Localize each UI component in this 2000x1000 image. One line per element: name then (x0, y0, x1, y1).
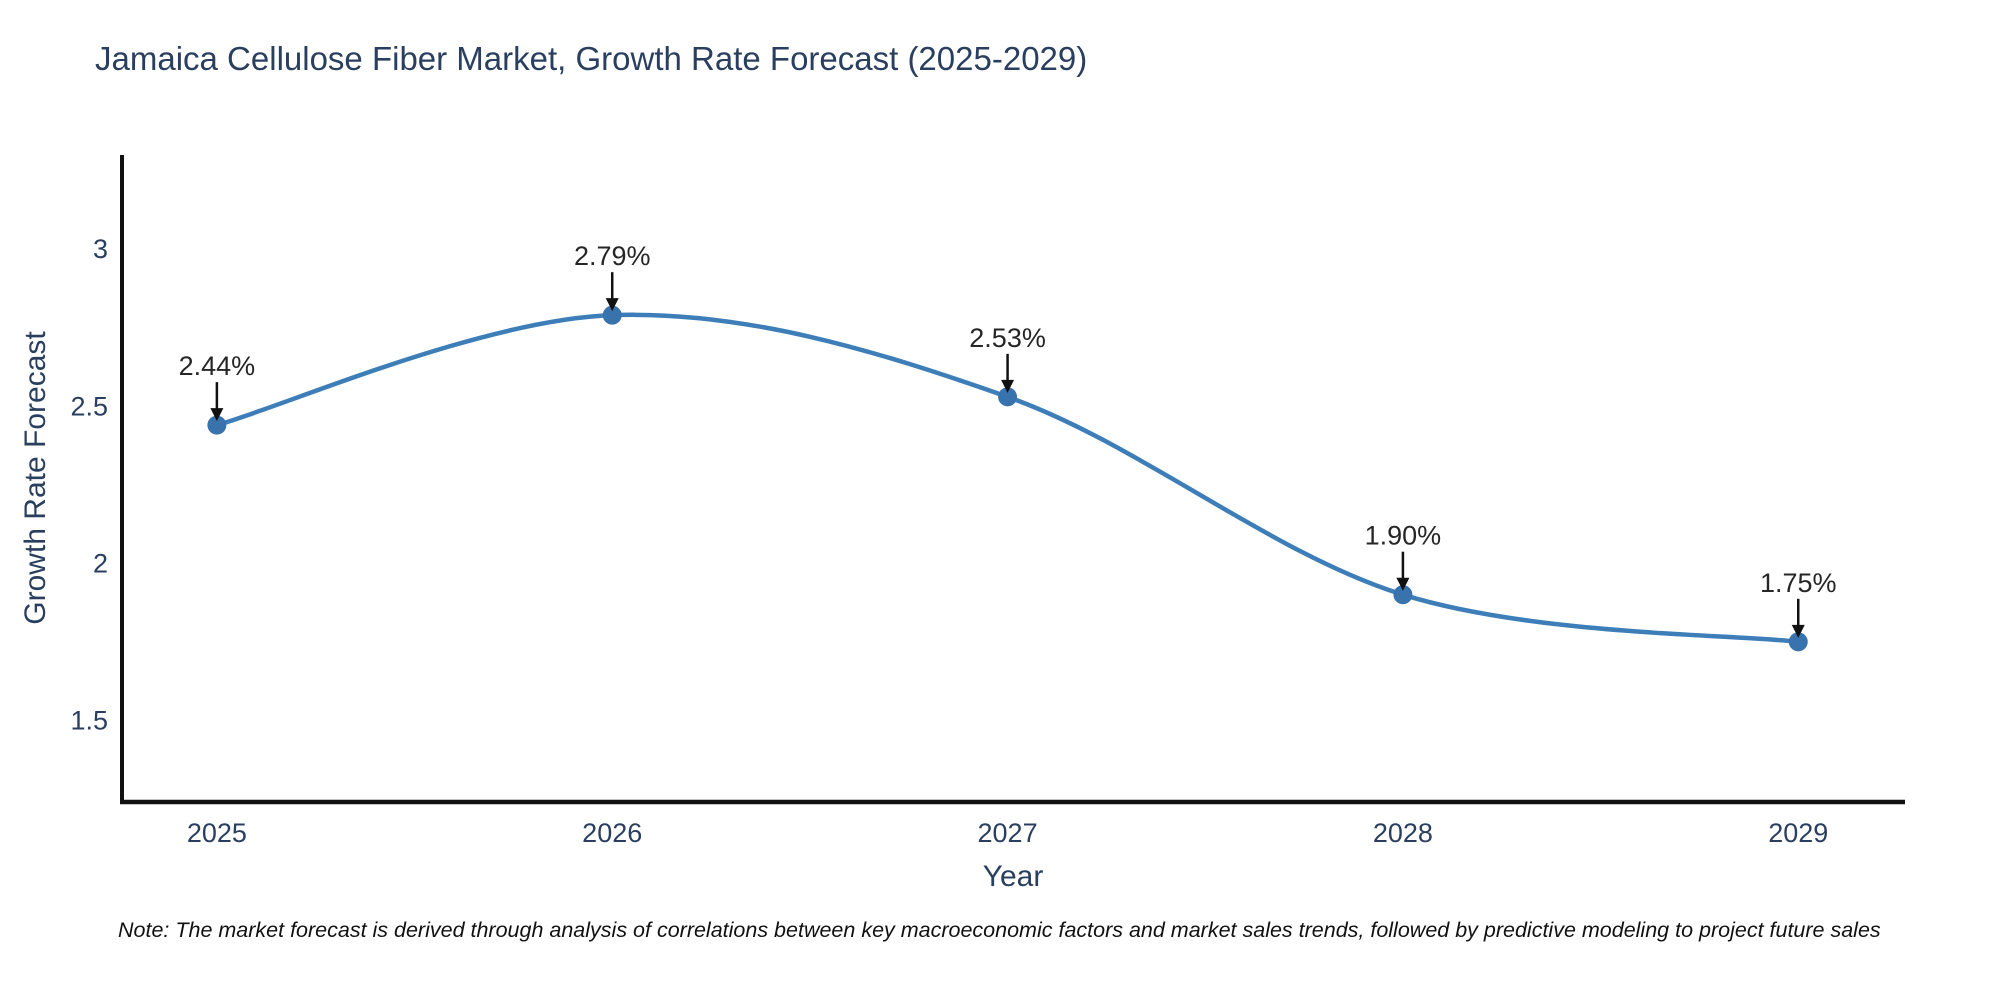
x-tick-label: 2025 (187, 818, 247, 848)
footnote: Note: The market forecast is derived thr… (118, 918, 1881, 942)
data-point-marker (207, 415, 227, 435)
annotation-arrowhead (1001, 379, 1015, 393)
data-point-marker (998, 387, 1018, 407)
annotation-arrowhead (605, 298, 619, 312)
y-tick-label: 2 (93, 548, 108, 578)
chart-title: Jamaica Cellulose Fiber Market, Growth R… (95, 40, 1088, 77)
y-tick-label: 2.5 (70, 391, 108, 421)
x-tick-label: 2026 (582, 818, 642, 848)
annotation-label: 2.79% (574, 241, 651, 271)
y-axis-title: Growth Rate Forecast (19, 331, 52, 625)
x-tick-label: 2027 (978, 818, 1038, 848)
x-tick-label: 2028 (1373, 818, 1433, 848)
data-point-marker (1393, 585, 1413, 605)
annotation-arrowhead (210, 408, 224, 422)
data-point-marker (1788, 632, 1808, 652)
data-point-marker (602, 305, 622, 325)
annotation-label: 2.53% (969, 323, 1046, 353)
x-tick-label: 2029 (1768, 818, 1828, 848)
y-tick-label: 1.5 (70, 705, 108, 735)
annotation-label: 1.90% (1365, 521, 1442, 551)
y-tick-label: 3 (93, 234, 108, 264)
annotation-arrowhead (1396, 577, 1410, 591)
annotation-arrowhead (1791, 624, 1805, 638)
annotation-label: 1.75% (1760, 568, 1837, 598)
x-axis-title: Year (982, 860, 1044, 893)
annotation-label: 2.44% (179, 351, 256, 381)
